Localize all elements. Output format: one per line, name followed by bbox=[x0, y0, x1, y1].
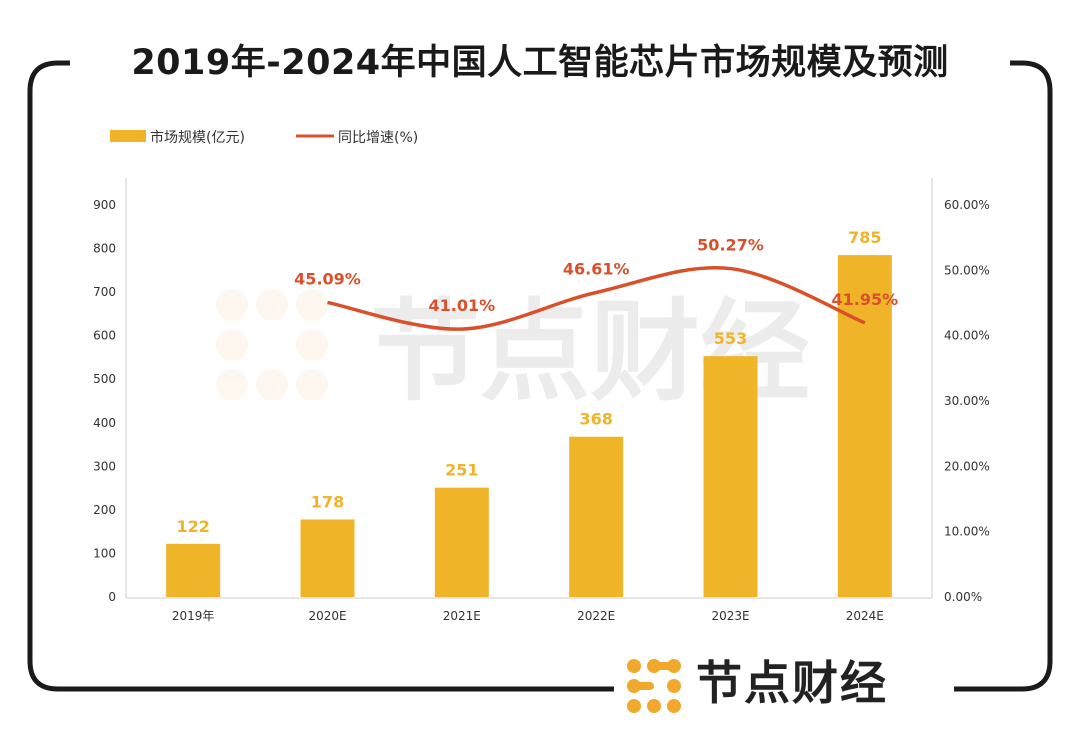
growth-value-label: 50.27% bbox=[697, 236, 764, 255]
bar-value-label: 553 bbox=[714, 329, 747, 348]
watermark-logo-icon bbox=[216, 289, 328, 401]
y-right-tick-label: 50.00% bbox=[944, 263, 990, 277]
bar bbox=[166, 543, 221, 597]
x-tick-label: 2022E bbox=[577, 609, 615, 623]
bar bbox=[434, 487, 489, 597]
x-axis-ticks: 2019年 2020E 2021E 2022E 2023E 2024E bbox=[172, 609, 884, 623]
y-left-tick-label: 200 bbox=[93, 503, 116, 517]
bar bbox=[569, 436, 624, 597]
x-tick-label: 2024E bbox=[846, 609, 884, 623]
dots-logo-icon bbox=[627, 659, 681, 713]
y-right-tick-label: 10.00% bbox=[944, 525, 990, 539]
y-left-tick-label: 300 bbox=[93, 459, 116, 473]
growth-value-label: 41.95% bbox=[832, 290, 899, 309]
y-right-tick-label: 20.00% bbox=[944, 459, 990, 473]
x-tick-label: 2020E bbox=[308, 609, 346, 623]
line-series: 45.09% 41.01% 46.61% 50.27% 41.95% bbox=[294, 236, 899, 331]
growth-line bbox=[327, 266, 866, 331]
y-left-tick-label: 100 bbox=[93, 546, 116, 560]
frame-right-border bbox=[954, 60, 1053, 692]
bar-value-label: 368 bbox=[579, 410, 612, 429]
legend: 市场规模(亿元) 同比增速(%) bbox=[110, 129, 418, 146]
bar-value-label: 251 bbox=[445, 461, 478, 480]
x-tick-label: 2019年 bbox=[172, 609, 215, 623]
bar-value-label: 785 bbox=[848, 228, 881, 247]
bar bbox=[837, 255, 892, 598]
brand: 节点财经 bbox=[614, 648, 954, 718]
chart-title: 2019年-2024年中国人工智能芯片市场规模及预测 bbox=[70, 32, 1010, 94]
y-left-tick-label: 700 bbox=[93, 285, 116, 299]
y-left-tick-label: 600 bbox=[93, 329, 116, 343]
y-left-tick-label: 900 bbox=[93, 198, 116, 212]
legend-label-line: 同比增速(%) bbox=[338, 130, 418, 146]
y-right-tick-label: 0.00% bbox=[944, 590, 982, 604]
bar-labels: 122 178 251 368 553 785 bbox=[176, 228, 881, 536]
y-right-tick-label: 30.00% bbox=[944, 394, 990, 408]
legend-swatch-bar bbox=[110, 130, 146, 142]
y-axis-left-ticks: 0 100 200 300 400 500 600 700 800 900 bbox=[93, 198, 116, 604]
y-right-tick-label: 60.00% bbox=[944, 198, 990, 212]
y-left-tick-label: 800 bbox=[93, 242, 116, 256]
legend-label-bar: 市场规模(亿元) bbox=[150, 129, 245, 146]
bar-value-label: 122 bbox=[176, 517, 209, 536]
brand-name: 节点财经 bbox=[696, 656, 888, 710]
bar bbox=[300, 519, 355, 597]
bar bbox=[703, 356, 758, 597]
bar-series bbox=[166, 255, 892, 598]
y-left-tick-label: 500 bbox=[93, 372, 116, 386]
growth-value-label: 45.09% bbox=[294, 269, 361, 288]
growth-value-label: 46.61% bbox=[563, 259, 630, 278]
bar-value-label: 178 bbox=[311, 492, 344, 511]
x-tick-label: 2021E bbox=[443, 609, 481, 623]
frame-left-border bbox=[27, 60, 614, 692]
y-right-tick-label: 40.00% bbox=[944, 329, 990, 343]
x-tick-label: 2023E bbox=[711, 609, 749, 623]
y-left-tick-label: 400 bbox=[93, 416, 116, 430]
y-axis-right-ticks: 0.00% 10.00% 20.00% 30.00% 40.00% 50.00% 60.00… bbox=[944, 198, 990, 604]
y-left-tick-label: 0 bbox=[108, 590, 116, 604]
growth-value-label: 41.01% bbox=[429, 296, 496, 315]
